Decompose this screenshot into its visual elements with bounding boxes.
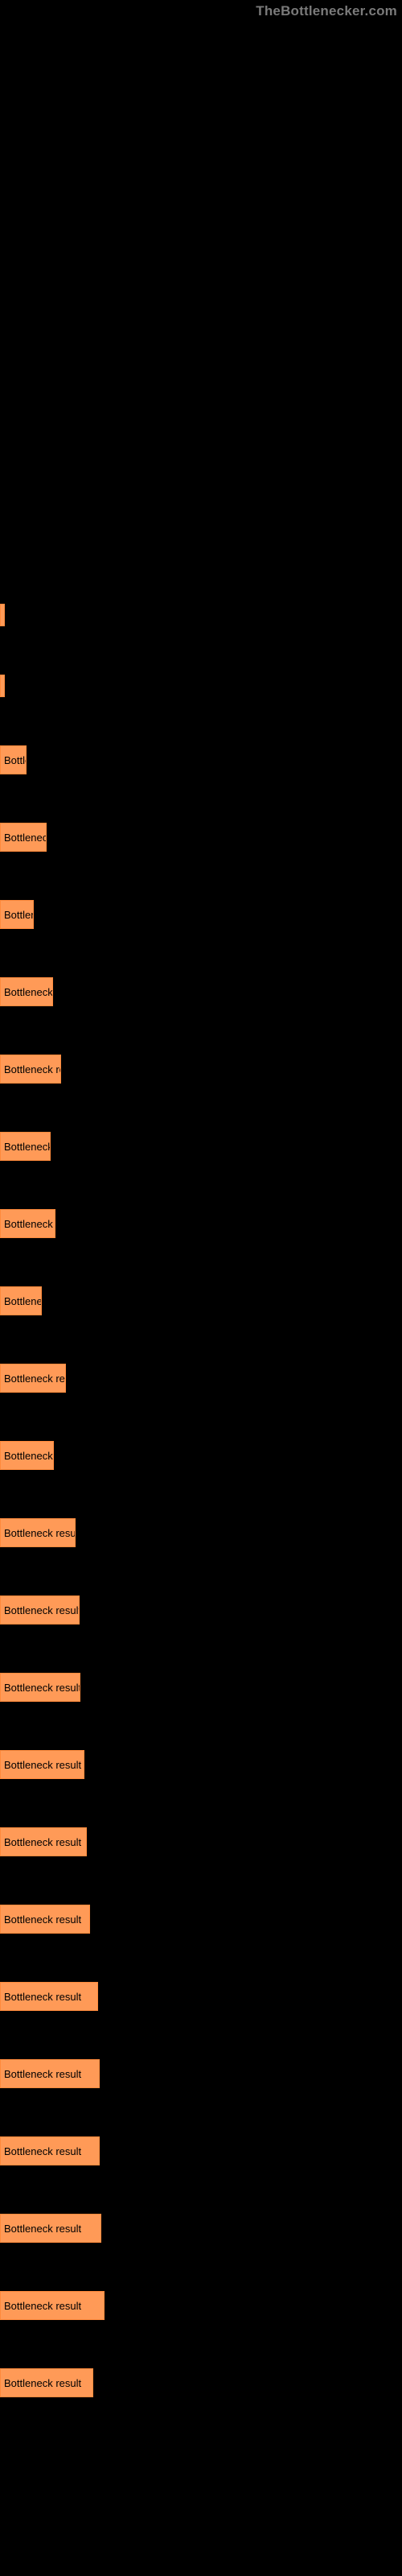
bar-row: Bottleneck (0, 823, 402, 852)
bar: Bottleneck result (0, 2214, 101, 2243)
bar-label: Bottleneck result (4, 1913, 81, 1926)
bar-row: Bottleneck result (0, 1905, 402, 1934)
bar: Bottleneck resu (0, 1364, 66, 1393)
bar: Bottleneck result (0, 1673, 80, 1702)
bar-label: Bottleneck re (4, 1218, 55, 1230)
bar-label: Bottleneck result (4, 2145, 81, 2157)
bar-row: Bottleneck result (0, 1982, 402, 2011)
bar-row: Bottleneck result (0, 2291, 402, 2320)
bar-label: Bottleneck r (4, 986, 53, 998)
bar: Bottleneck result (0, 2136, 100, 2165)
bar (0, 604, 5, 626)
bar: Bottleneck result (0, 1905, 90, 1934)
bar-row: Bottleneck re (0, 1209, 402, 1238)
bar: Bottlen (0, 900, 34, 929)
bar-label: Bottleneck result (4, 1527, 76, 1539)
bar-label: Bottleneck result (4, 2223, 81, 2235)
bar: Bottle (0, 745, 27, 774)
bar: Bottleneck re (0, 1209, 55, 1238)
bar-row: Bottleneck result (0, 1518, 402, 1547)
bar-label: Bottleneck resu (4, 1373, 66, 1385)
bar: Bottleneck result (0, 1750, 84, 1779)
bar-label: Bottleneck result (4, 1836, 81, 1848)
bar-row: Bottleneck r (0, 977, 402, 1006)
bar-label: Bottleneck result (4, 1682, 80, 1694)
bar-row: Bottleneck result (0, 1750, 402, 1779)
bar: Bottleneck result (0, 1596, 80, 1624)
bar-row: Bottleneck result (0, 1596, 402, 1624)
bar: Bottleneck result (0, 2059, 100, 2088)
bar-row: Bottleneck result (0, 1827, 402, 1856)
bar: Bottleneck result (0, 2368, 93, 2397)
bar-label: Bottleneck result (4, 1604, 80, 1616)
bar-label: Bottlenec (4, 1295, 42, 1307)
bar-row: Bottleneck result (0, 1673, 402, 1702)
bar: Bottleneck result (0, 1518, 76, 1547)
bar: Bottleneck r (0, 1132, 51, 1161)
bar-label: Bottleneck r (4, 1450, 54, 1462)
bar-label: Bottlen (4, 909, 34, 921)
bar-row: Bottlenec (0, 1286, 402, 1315)
bar-row: Bottle (0, 745, 402, 774)
bar-label: Bottleneck result (4, 1991, 81, 2003)
bar-row: Bottleneck resu (0, 1364, 402, 1393)
bar: Bottleneck result (0, 2291, 105, 2320)
bar-label: Bottleneck (4, 832, 47, 844)
bar: Bottlenec (0, 1286, 42, 1315)
bar-row: Bottleneck result (0, 2368, 402, 2397)
bar: Bottleneck result (0, 1827, 87, 1856)
bar-row: Bottleneck result (0, 2059, 402, 2088)
bar: Bottleneck (0, 823, 47, 852)
bar-row: Bottlen (0, 900, 402, 929)
bar-label: Bottleneck res (4, 1063, 61, 1075)
bar: Bottleneck r (0, 1441, 54, 1470)
bar-row: Bottleneck result (0, 2214, 402, 2243)
bar-chart: Bottle Bottleneck Bottlen Bottleneck r Bottl… (0, 604, 402, 2446)
bar-row: Bottleneck r (0, 1132, 402, 1161)
bar-row (0, 604, 402, 626)
bar-label: Bottleneck result (4, 2068, 81, 2080)
bar-label: Bottle (4, 754, 27, 766)
bar-label: Bottleneck result (4, 1759, 81, 1771)
bar-label: Bottleneck result (4, 2377, 81, 2389)
bar-label: Bottleneck r (4, 1141, 51, 1153)
bar-label: Bottleneck result (4, 2300, 81, 2312)
bar: Bottleneck res (0, 1055, 61, 1084)
bar: Bottleneck result (0, 1982, 98, 2011)
bar: Bottleneck r (0, 977, 53, 1006)
bar-row: Bottleneck res (0, 1055, 402, 1084)
watermark-text: TheBottlenecker.com (256, 3, 397, 19)
bar-row (0, 675, 402, 697)
bar-row: Bottleneck result (0, 2136, 402, 2165)
bar (0, 675, 5, 697)
bar-row: Bottleneck r (0, 1441, 402, 1470)
